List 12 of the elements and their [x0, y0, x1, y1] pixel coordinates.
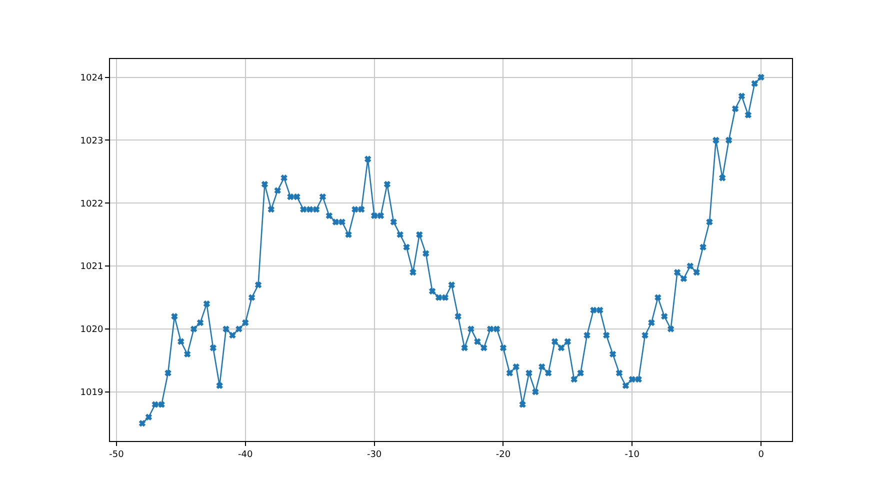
x-tick-label: -30 [366, 450, 382, 460]
y-tick-label: 1020 [80, 325, 104, 336]
x-tick-label: -50 [109, 450, 124, 460]
x-tick-label: -40 [238, 450, 253, 460]
y-tick-label: 1024 [80, 73, 104, 84]
y-tick-label: 1023 [80, 136, 104, 146]
x-tick-label: -20 [496, 450, 511, 460]
x-tick-label: -10 [624, 450, 640, 460]
y-tick-label: 1021 [80, 262, 104, 272]
y-tick-label: 1022 [80, 199, 104, 210]
y-tick-label: 1019 [80, 388, 104, 398]
x-tick-label: 0 [758, 450, 764, 460]
